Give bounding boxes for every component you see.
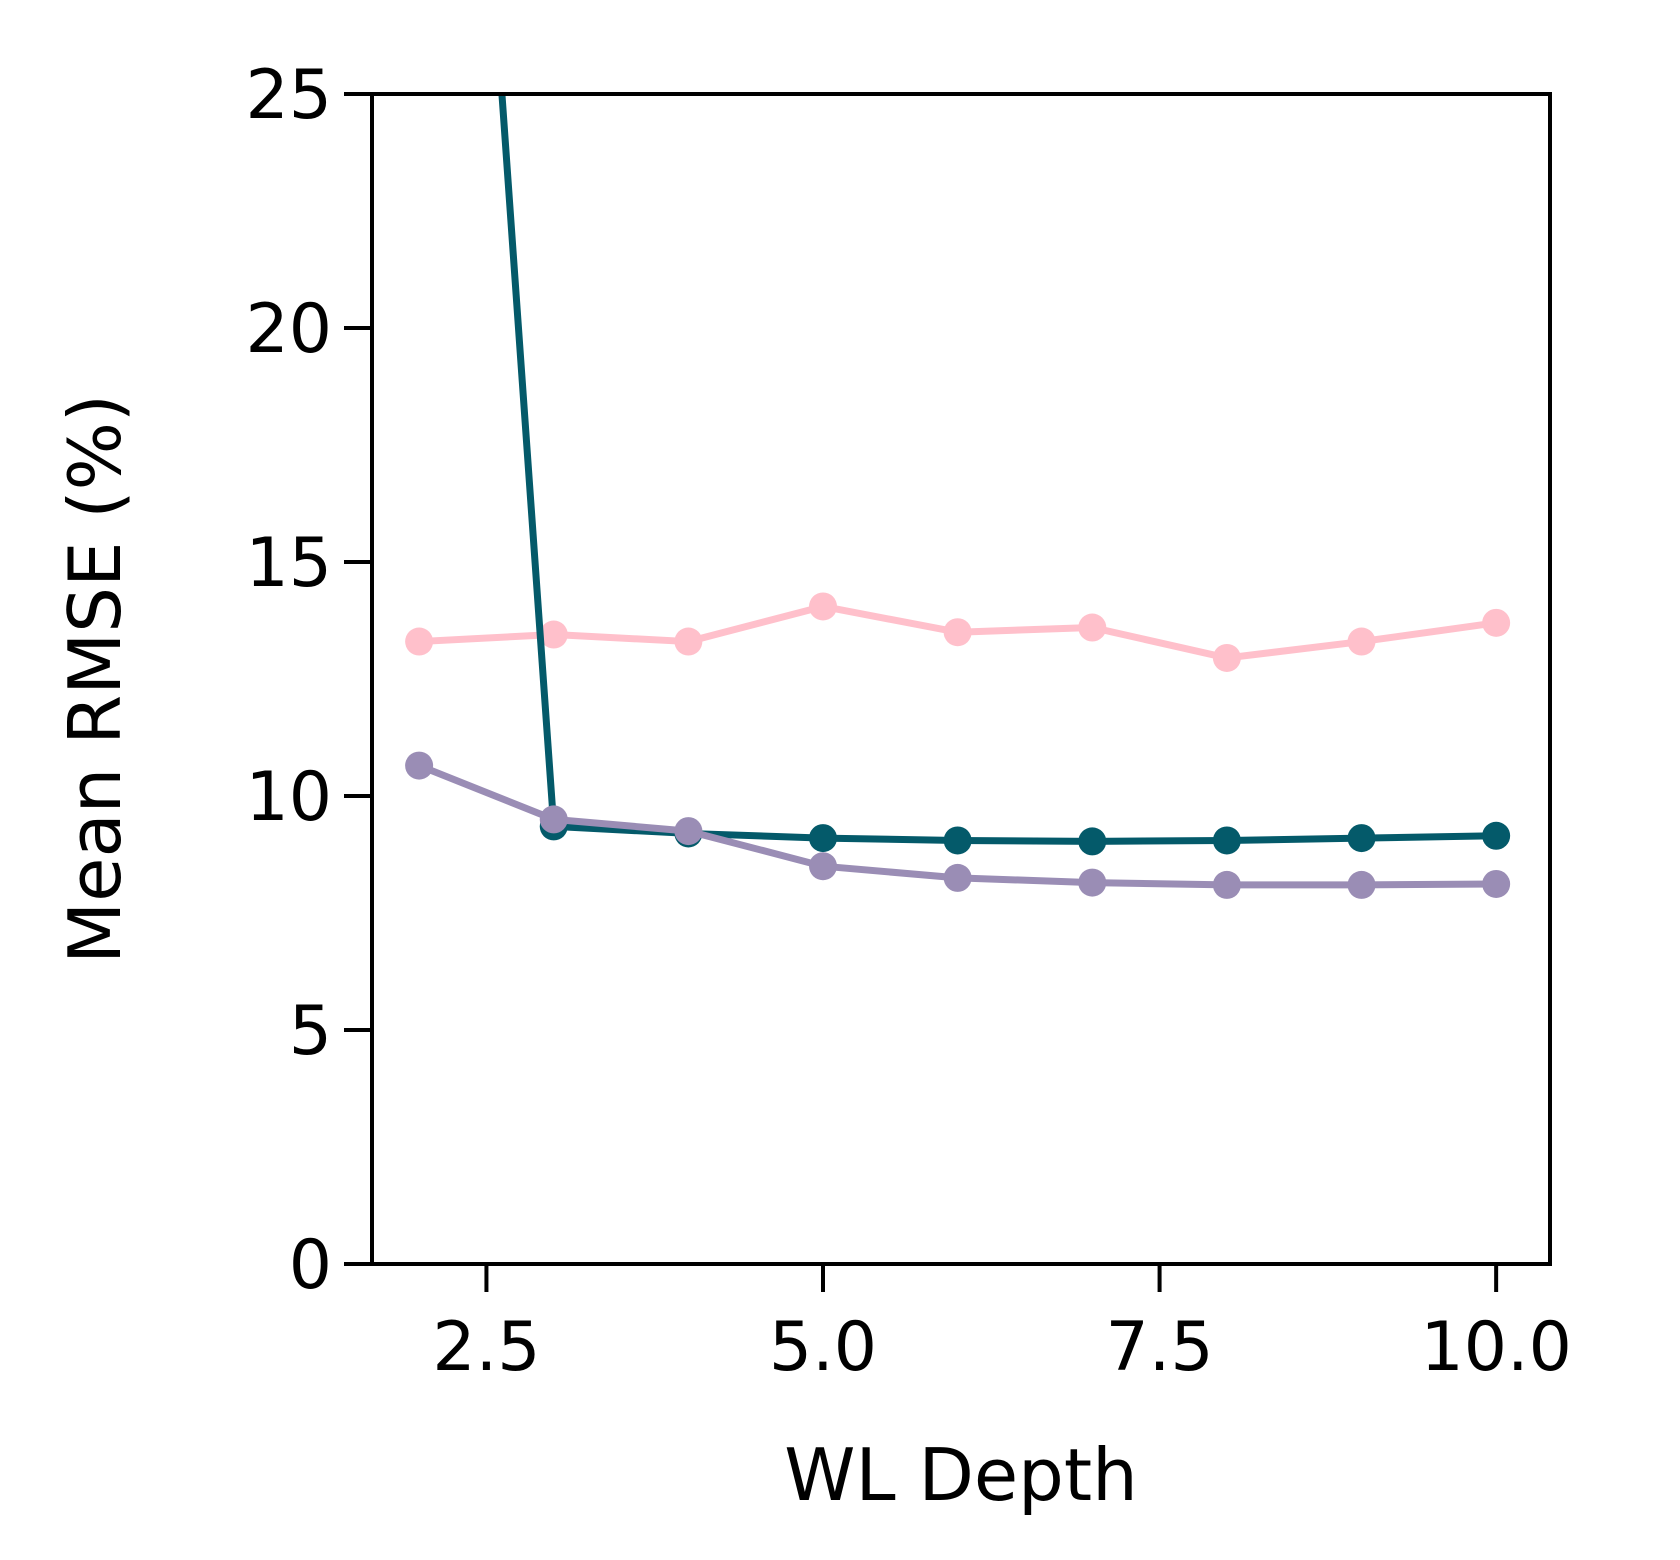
y-tick-label: 10 [245, 758, 332, 837]
series-3-point [539, 805, 568, 834]
x-tick-label: 2.5 [432, 1308, 540, 1387]
series-1-point [1482, 608, 1511, 637]
y-tick-label: 25 [245, 56, 332, 135]
series-3-point [1078, 868, 1107, 897]
plot-frame [370, 92, 1552, 1266]
series-2-point [1482, 821, 1511, 850]
series-2-point [809, 824, 838, 853]
series-1-point [1078, 613, 1107, 642]
series-1-point [405, 627, 434, 656]
x-axis-title: WL Depth [784, 1433, 1138, 1517]
series-layer [405, 94, 1511, 899]
x-tick-label: 5.0 [769, 1308, 877, 1387]
series-line-2 [498, 94, 1497, 845]
y-axis: 0 5 10 15 20 25 [245, 56, 372, 1305]
series-2-point [1078, 827, 1107, 856]
series-3-point [674, 817, 703, 846]
y-tick-label: 5 [289, 992, 332, 1071]
y-axis-title: Mean RMSE (%) [53, 394, 137, 964]
series-2-point [943, 826, 972, 855]
x-axis: 2.5 5.0 7.5 10.0 [432, 1264, 1572, 1387]
series-1-point [674, 627, 703, 656]
series-2-point [1347, 824, 1376, 853]
x-tick-label: 7.5 [1105, 1308, 1213, 1387]
series-3-point [809, 852, 838, 881]
series-1-point [539, 620, 568, 649]
y-tick-label: 20 [245, 290, 332, 369]
series-1-point [943, 618, 972, 647]
series-1-point [1347, 627, 1376, 656]
series-1-point [809, 592, 838, 621]
series-3-point [943, 863, 972, 892]
series-3-point [1212, 870, 1241, 899]
y-tick-label: 15 [245, 524, 332, 603]
y-tick-label: 0 [289, 1226, 332, 1305]
series-2-point [1212, 826, 1241, 855]
series-1-point [1212, 643, 1241, 672]
x-tick-label: 10.0 [1420, 1308, 1571, 1387]
series-3-point [1347, 870, 1376, 899]
series-3-point [405, 751, 434, 780]
series-3-point [1482, 869, 1511, 898]
